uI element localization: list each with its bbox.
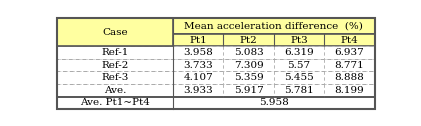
Text: Ave. Pt1~Pt4: Ave. Pt1~Pt4	[80, 98, 150, 107]
Text: 3.733: 3.733	[183, 61, 213, 70]
Text: 5.359: 5.359	[234, 73, 264, 82]
Text: Pt3: Pt3	[290, 36, 308, 45]
Text: Case: Case	[102, 28, 128, 37]
Text: 6.319: 6.319	[284, 48, 314, 57]
Text: Ref-1: Ref-1	[101, 48, 128, 57]
Bar	[57, 34, 375, 46]
Text: 5.57: 5.57	[288, 61, 311, 70]
Text: 5.083: 5.083	[234, 48, 264, 57]
Text: Mean acceleration difference  (%): Mean acceleration difference (%)	[184, 22, 363, 30]
Text: 8.888: 8.888	[335, 73, 365, 82]
Text: 4.107: 4.107	[183, 73, 213, 82]
Text: Pt1: Pt1	[189, 36, 207, 45]
Text: 5.958: 5.958	[259, 98, 289, 107]
Text: 5.781: 5.781	[284, 86, 314, 95]
Bar	[57, 59, 375, 71]
Bar	[57, 97, 375, 109]
Text: 8.771: 8.771	[335, 61, 365, 70]
Bar	[57, 84, 375, 97]
Text: 5.455: 5.455	[284, 73, 314, 82]
Text: Ref-2: Ref-2	[101, 61, 128, 70]
Text: Ave.: Ave.	[104, 86, 126, 95]
Text: Pt2: Pt2	[240, 36, 258, 45]
Text: Pt4: Pt4	[341, 36, 358, 45]
Bar	[57, 71, 375, 84]
Text: 8.199: 8.199	[335, 86, 365, 95]
Bar	[57, 46, 375, 59]
Text: 6.937: 6.937	[335, 48, 365, 57]
Bar	[57, 18, 375, 34]
Text: 3.958: 3.958	[183, 48, 213, 57]
Bar	[57, 18, 173, 46]
Text: 3.933: 3.933	[183, 86, 213, 95]
Text: 5.917: 5.917	[234, 86, 264, 95]
Text: Ref-3: Ref-3	[101, 73, 128, 82]
Text: 7.309: 7.309	[234, 61, 264, 70]
